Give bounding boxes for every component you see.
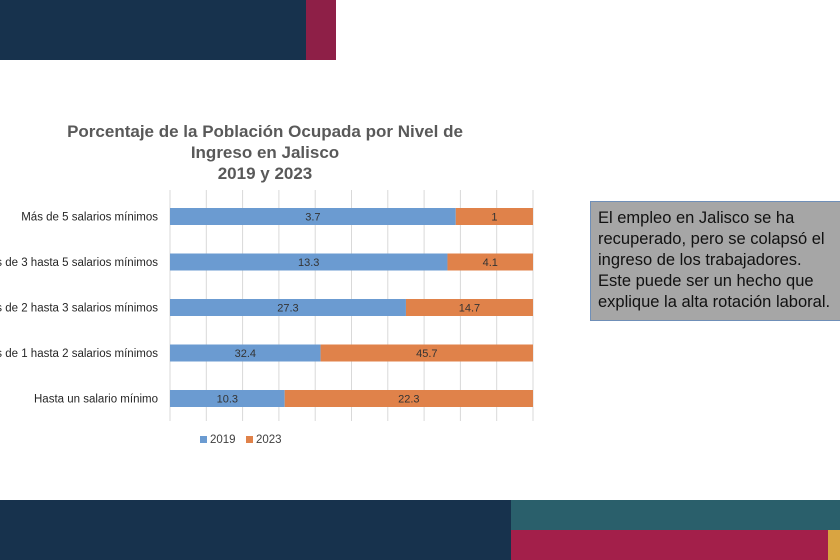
category-label: Más de 3 hasta 5 salarios mínimos <box>0 257 158 269</box>
bottom-gold-band <box>828 530 840 560</box>
top-navy-band <box>0 0 306 60</box>
data-label: 3.7 <box>305 212 320 224</box>
data-label: 13.3 <box>298 257 319 269</box>
commentary-line: recuperado, pero se colapsó el <box>598 230 825 248</box>
chart-title-line: Porcentaje de la Población Ocupada por N… <box>67 122 463 141</box>
category-label: Más de 2 hasta 3 salarios mínimos <box>0 303 158 315</box>
legend-label: 2019 <box>210 434 236 446</box>
bar-segment-2019 <box>170 208 456 225</box>
commentary-line: El empleo en Jalisco se ha <box>598 209 795 227</box>
bar-segment-2019 <box>170 299 406 316</box>
top-maroon-band <box>306 0 336 60</box>
category-label: Hasta un salario mínimo <box>34 394 158 406</box>
bottom-teal-band <box>511 500 840 530</box>
bar-segment-2023 <box>455 208 533 225</box>
chart-title-line: Ingreso en Jalisco <box>190 143 340 162</box>
bar-segment-2019 <box>170 253 448 271</box>
data-label: 32.4 <box>235 348 256 360</box>
bottom-navy-band <box>0 500 511 560</box>
data-label: 4.1 <box>483 257 498 269</box>
data-label: 22.3 <box>398 394 419 406</box>
bar-segment-2019 <box>170 390 285 407</box>
chart-title-line: 2019 y 2023 <box>217 164 313 183</box>
legend-swatch-2019 <box>200 436 207 443</box>
bar-segment-2023 <box>320 344 533 362</box>
chart-title: Porcentaje de la Población Ocupada por N… <box>30 121 500 184</box>
data-label: 45.7 <box>416 348 437 360</box>
bar-segment-2023 <box>447 253 533 271</box>
category-label: Más de 5 salarios mínimos <box>21 212 158 224</box>
bar-segment-2023 <box>284 390 533 407</box>
commentary-line: explique la alta rotación laboral. <box>598 293 831 311</box>
stacked-bar-chart: Más de 5 salarios mínimos 3.7 1 Más de 3 ha… <box>0 190 534 446</box>
legend-swatch-2023 <box>246 436 253 443</box>
category-label: Más de 1 hasta 2 salarios mínimos <box>0 348 158 360</box>
commentary-line: Este puede ser un hecho que <box>598 272 814 290</box>
data-label: 10.3 <box>217 394 238 406</box>
data-label: 1 <box>491 212 497 224</box>
bottom-magenta-band <box>511 530 828 560</box>
bar-segment-2019 <box>170 344 321 362</box>
legend-label: 2023 <box>256 434 282 446</box>
data-label: 14.7 <box>459 303 480 315</box>
data-label: 27.3 <box>277 303 298 315</box>
commentary-line: ingreso de los trabajadores. <box>598 251 802 269</box>
commentary-box: El empleo en Jalisco se ha recuperado, p… <box>590 201 840 321</box>
bar-segment-2023 <box>405 299 533 316</box>
